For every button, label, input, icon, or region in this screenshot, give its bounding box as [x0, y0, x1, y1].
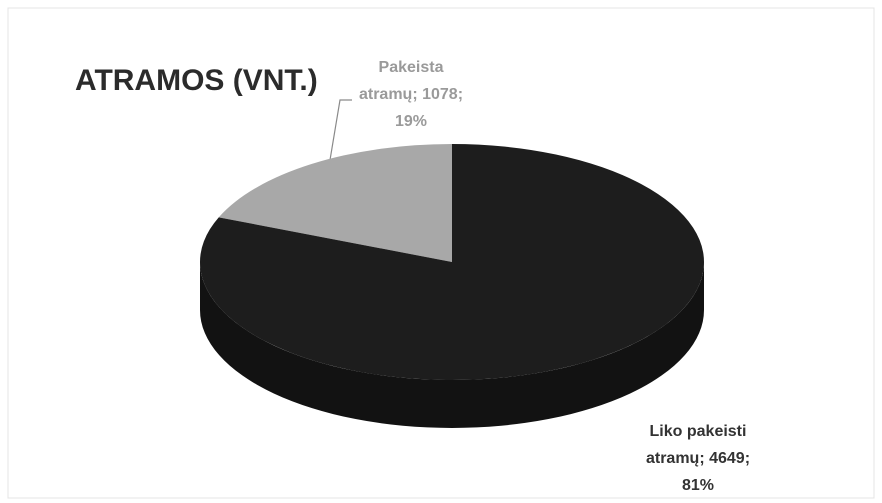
data-label: Pakeista	[379, 59, 444, 76]
data-label: atramų; 1078;	[359, 86, 463, 103]
data-label: atramų; 4649;	[646, 450, 750, 467]
leader-line	[329, 99, 352, 161]
chart-title: ATRAMOS (VNT.)	[75, 64, 318, 97]
pie-slice	[200, 144, 704, 380]
pie-slice	[218, 144, 452, 262]
data-label: Liko pakeisti	[650, 423, 747, 440]
data-label: 19%	[395, 113, 427, 130]
pie-side	[200, 262, 704, 428]
data-label: 81%	[682, 477, 714, 494]
